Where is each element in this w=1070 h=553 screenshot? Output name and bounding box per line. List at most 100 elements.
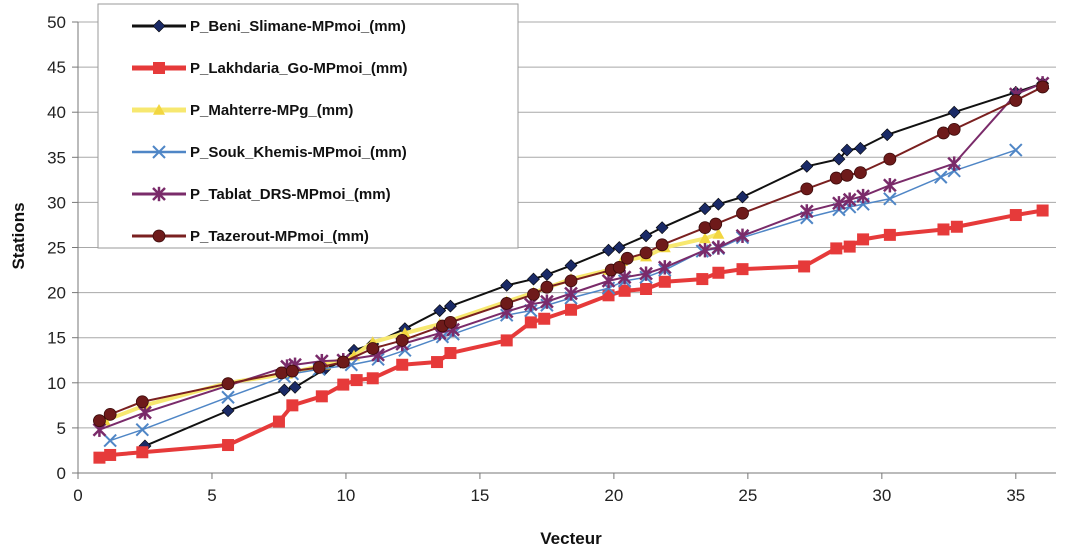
y-tick-label: 45: [47, 58, 66, 77]
data-point: [698, 202, 712, 216]
data-point: [135, 395, 149, 409]
legend-marker: [152, 186, 166, 202]
data-point: [500, 297, 514, 310]
data-point: [711, 240, 726, 255]
y-tick-label: 30: [47, 193, 66, 212]
series-group: [92, 76, 1050, 464]
legend-item: P_Lakhdaria_Go-MPmoi_(mm): [132, 60, 408, 77]
marker-stroke: [344, 358, 359, 372]
data-point: [950, 220, 963, 233]
data-point: [937, 223, 950, 236]
data-point: [601, 273, 616, 289]
data-point: [947, 122, 961, 136]
legend-label: P_Mahterre-MPg_(mm): [190, 102, 353, 119]
y-tick-labels: 0 5 10 15 20 25 30 35 40 45 50: [47, 13, 66, 483]
data-point: [103, 407, 117, 421]
data-point: [315, 390, 328, 403]
data-point: [540, 294, 554, 309]
data-point: [853, 141, 867, 155]
legend: P_Beni_Slimane-MPmoi_(mm) P_Lakhdaria_Go-…: [97, 3, 519, 249]
data-point: [136, 446, 149, 459]
y-tick-label: 20: [47, 284, 66, 303]
y-tick-label: 0: [57, 464, 66, 483]
legend-label: P_Tazerout-MPmoi_(mm): [190, 228, 369, 245]
data-point: [883, 152, 897, 166]
data-point: [832, 152, 846, 166]
data-point: [712, 266, 725, 279]
marker-stroke: [152, 145, 166, 159]
axes: [72, 21, 1056, 479]
y-tick-label: 5: [57, 419, 66, 438]
marker-stroke: [934, 170, 948, 184]
data-point: [93, 451, 106, 464]
legend-item: P_Souk_Khemis-MPmoi_(mm): [132, 144, 407, 161]
data-point: [222, 439, 235, 452]
x-axis-title: Vecteur: [540, 529, 602, 548]
data-point: [840, 168, 854, 182]
x-tick-label: 20: [604, 486, 623, 505]
data-point: [564, 286, 578, 301]
data-point: [444, 299, 457, 313]
series-6: [93, 80, 1050, 428]
data-point: [711, 197, 725, 211]
data-point: [947, 156, 962, 171]
data-point: [696, 273, 709, 286]
legend-label: P_Souk_Khemis-MPmoi_(mm): [190, 144, 407, 161]
data-point: [657, 260, 672, 275]
data-point: [882, 178, 897, 193]
data-point: [880, 128, 894, 142]
data-point: [799, 204, 814, 219]
data-point: [277, 383, 291, 397]
y-axis-title: Stations: [9, 202, 28, 269]
x-tick-label: 30: [872, 486, 891, 505]
legend-marker: [153, 104, 165, 115]
data-point: [639, 246, 653, 260]
data-point: [538, 312, 551, 325]
data-point: [840, 143, 854, 157]
legend-item: P_Tablat_DRS-MPmoi_(mm): [132, 186, 391, 203]
data-point: [800, 182, 814, 196]
legend-marker: [152, 229, 166, 243]
x-tick-label: 25: [738, 486, 757, 505]
legend-box: [97, 3, 519, 249]
data-point: [527, 272, 540, 286]
marker-stroke: [398, 343, 412, 358]
data-point: [104, 448, 117, 461]
data-point: [798, 260, 811, 273]
legend-item: P_Beni_Slimane-MPmoi_(mm): [132, 18, 406, 35]
marker-stroke: [1009, 143, 1023, 157]
data-point: [883, 228, 896, 241]
legend-label: P_Tablat_DRS-MPmoi_(mm): [190, 186, 391, 203]
data-point: [500, 278, 514, 292]
data-point: [433, 304, 447, 318]
legend-marker: [152, 145, 166, 159]
data-point: [736, 206, 749, 220]
data-point: [221, 404, 235, 418]
data-point: [857, 233, 870, 246]
legend-item: P_Mahterre-MPg_(mm): [132, 102, 353, 119]
data-point: [103, 433, 117, 448]
x-tick-label: 5: [207, 486, 216, 505]
data-point: [221, 390, 235, 404]
data-point: [602, 243, 615, 257]
x-tick-label: 10: [336, 486, 355, 505]
data-point: [366, 372, 379, 385]
data-point: [350, 374, 363, 387]
data-point: [639, 266, 653, 281]
y-tick-label: 10: [47, 374, 66, 393]
data-point: [444, 315, 457, 329]
data-point: [564, 259, 578, 272]
data-point: [698, 221, 712, 235]
marker-stroke: [135, 422, 150, 437]
marker-stroke: [103, 433, 117, 448]
data-point: [524, 316, 537, 329]
data-point: [698, 243, 712, 258]
data-point: [842, 192, 857, 207]
legend-marker: [152, 19, 166, 33]
data-point: [612, 260, 626, 274]
data-point: [527, 288, 540, 301]
data-point: [1009, 209, 1022, 222]
data-point: [712, 227, 725, 239]
data-point: [336, 355, 350, 369]
